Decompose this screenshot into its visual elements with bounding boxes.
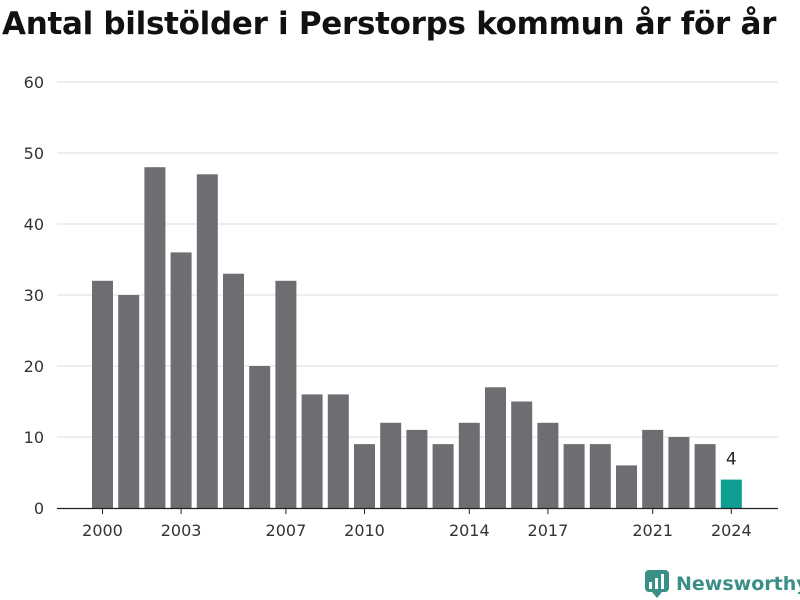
bar-2003 bbox=[170, 252, 192, 508]
bars bbox=[92, 167, 742, 509]
y-tick-label: 40 bbox=[24, 215, 44, 234]
bar-2007 bbox=[275, 280, 297, 508]
newsworthy-logo: Newsworthy bbox=[644, 568, 800, 600]
y-tick-label: 0 bbox=[34, 499, 44, 518]
bar-2004 bbox=[196, 174, 218, 509]
bar-2010 bbox=[354, 444, 375, 508]
y-tick-label: 10 bbox=[24, 428, 44, 447]
data-label: 4 bbox=[726, 450, 737, 470]
bar-2005 bbox=[223, 273, 244, 508]
x-axis: 2000 2003 2007 2010 2014 2017 2021 2024 bbox=[57, 507, 778, 540]
bar-2024 bbox=[720, 479, 742, 508]
x-tick-label: 2010 bbox=[344, 521, 385, 540]
bar-2001 bbox=[118, 295, 140, 508]
x-tick-label: 2003 bbox=[161, 521, 202, 540]
newsworthy-icon bbox=[645, 570, 669, 598]
bar-2012 bbox=[406, 429, 428, 508]
bar-2000 bbox=[92, 280, 113, 508]
chart-title: Antal bilstölder i Perstorps kommun år f… bbox=[2, 6, 777, 42]
bar-2011 bbox=[380, 422, 402, 508]
bar-2019 bbox=[589, 444, 611, 508]
bar-2013 bbox=[432, 444, 454, 508]
x-tick-label: 2024 bbox=[711, 521, 752, 540]
y-tick-label: 30 bbox=[24, 286, 44, 305]
x-tick-label: 2014 bbox=[449, 521, 490, 540]
y-axis-ticks: 0 10 20 30 40 50 60 bbox=[24, 73, 44, 518]
bar-2020 bbox=[616, 465, 637, 508]
annotations: 4 bbox=[726, 450, 737, 470]
bar-2023 bbox=[694, 444, 716, 508]
bar-2009 bbox=[327, 394, 349, 508]
x-tick-label: 2021 bbox=[632, 521, 673, 540]
y-tick-label: 60 bbox=[24, 73, 44, 92]
x-tick-label: 2007 bbox=[266, 521, 307, 540]
bar-2002 bbox=[144, 167, 166, 508]
bar-2021 bbox=[642, 429, 664, 508]
bar-2017 bbox=[537, 422, 559, 508]
bar-2014 bbox=[458, 422, 480, 508]
bar-2015 bbox=[485, 387, 506, 508]
bar-2008 bbox=[301, 394, 323, 508]
x-tick-label: 2017 bbox=[528, 521, 569, 540]
bar-2018 bbox=[563, 444, 585, 508]
y-tick-label: 50 bbox=[24, 144, 44, 163]
y-tick-label: 20 bbox=[24, 357, 44, 376]
x-tick-label: 2000 bbox=[82, 521, 123, 540]
bar-2016 bbox=[511, 401, 533, 508]
bar-2022 bbox=[668, 437, 690, 508]
bar-2006 bbox=[249, 366, 271, 508]
brand-name: Newsworthy bbox=[676, 573, 800, 595]
